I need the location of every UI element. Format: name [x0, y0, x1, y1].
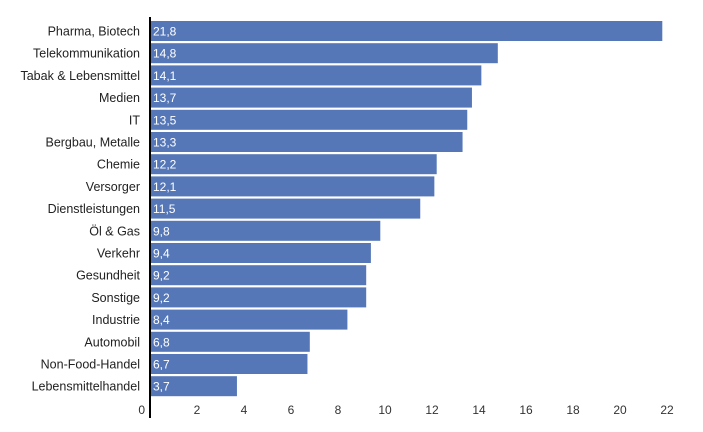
x-tick-label: 8	[335, 403, 342, 417]
category-label: Dienstleistungen	[48, 202, 140, 216]
value-label: 14,1	[153, 69, 177, 83]
x-tick-label: 10	[378, 403, 392, 417]
value-label: 14,8	[153, 47, 177, 61]
value-label: 9,2	[153, 291, 170, 305]
x-tick-label: 22	[660, 403, 674, 417]
category-label: Versorger	[86, 180, 140, 194]
x-tick-label: 18	[566, 403, 580, 417]
bars-group	[150, 21, 663, 397]
x-axis-ticks: 0 2 4 6 8 10 12 14 16 18 20 22	[138, 403, 674, 417]
value-label: 3,7	[153, 380, 170, 394]
x-tick-label: 16	[519, 403, 533, 417]
category-label: Automobil	[84, 335, 140, 349]
value-label: 6,7	[153, 358, 170, 372]
value-label: 11,5	[153, 202, 176, 216]
category-labels: Pharma, Biotech Telekommunikation Tabak & …	[20, 25, 140, 394]
bar	[150, 87, 472, 108]
x-tick-label: 12	[425, 403, 439, 417]
bar	[150, 176, 435, 197]
bar	[150, 376, 237, 397]
category-label: Pharma, Biotech	[48, 25, 140, 39]
category-label: Chemie	[97, 158, 140, 172]
category-label: Industrie	[92, 313, 140, 327]
x-tick-label: 2	[194, 403, 201, 417]
x-tick-label: 14	[472, 403, 486, 417]
bar	[150, 331, 310, 352]
bar	[150, 154, 437, 175]
category-label: Sonstige	[91, 291, 140, 305]
category-label: Verkehr	[97, 247, 140, 261]
x-tick-label: 20	[613, 403, 627, 417]
bar	[150, 309, 348, 330]
bar	[150, 132, 463, 152]
bar	[150, 198, 421, 219]
value-label: 13,5	[153, 113, 177, 127]
value-label: 9,4	[153, 247, 170, 261]
category-label: Öl & Gas	[89, 224, 140, 238]
value-label: 21,8	[153, 25, 177, 39]
category-label: Lebensmittelhandel	[32, 380, 140, 394]
bar	[150, 109, 468, 130]
category-label: Tabak & Lebensmittel	[20, 69, 140, 83]
x-tick-label: 6	[288, 403, 295, 417]
value-label: 6,8	[153, 335, 170, 349]
category-label: Bergbau, Metalle	[45, 136, 140, 150]
bar	[150, 65, 482, 86]
category-label: IT	[129, 113, 140, 127]
value-label: 13,3	[153, 136, 177, 150]
value-label: 12,2	[153, 158, 177, 172]
x-tick-label: 0	[138, 403, 145, 417]
value-label: 12,1	[153, 180, 177, 194]
bar	[150, 21, 663, 41]
category-label: Non-Food-Handel	[41, 358, 140, 372]
category-label: Telekommunikation	[33, 47, 140, 61]
bar	[150, 354, 308, 374]
value-label: 9,8	[153, 224, 170, 238]
bar	[150, 243, 371, 263]
category-label: Medien	[99, 91, 140, 105]
value-labels: 21,8 14,8 14,1 13,7 13,5 13,3 12,2 12,1 11,5 9,8 9…	[153, 25, 177, 394]
bar	[150, 265, 367, 286]
x-tick-label: 4	[241, 403, 248, 417]
bar	[150, 43, 498, 64]
value-label: 8,4	[153, 313, 170, 327]
value-label: 9,2	[153, 269, 170, 283]
category-label: Gesundheit	[76, 269, 140, 283]
bar	[150, 287, 367, 308]
bar	[150, 220, 381, 241]
value-label: 13,7	[153, 91, 177, 105]
